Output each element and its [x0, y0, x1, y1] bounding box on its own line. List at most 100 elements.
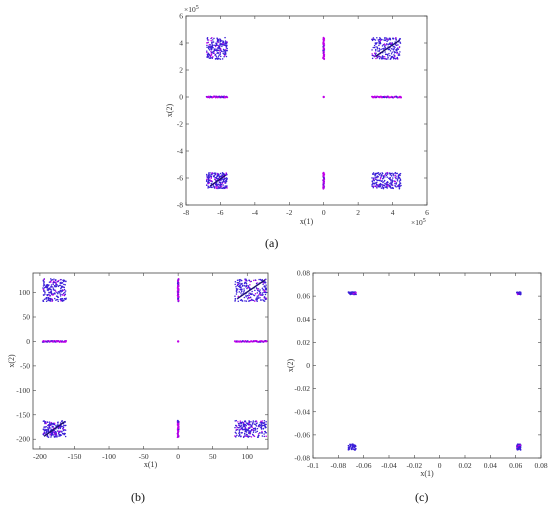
data-point	[64, 424, 66, 427]
data-point	[251, 425, 253, 427]
data-point	[225, 173, 227, 176]
data-point	[243, 424, 245, 426]
data-point	[244, 281, 246, 284]
data-point	[393, 54, 395, 56]
data-point	[210, 177, 212, 179]
data-point	[247, 297, 249, 300]
data-point	[374, 177, 376, 179]
data-point	[43, 278, 45, 281]
x-tick-label: -0.08	[331, 461, 347, 470]
data-point	[221, 40, 223, 42]
data-point	[248, 430, 251, 432]
data-point	[262, 421, 264, 424]
data-point	[388, 52, 390, 55]
data-point	[238, 426, 241, 428]
data-point	[215, 55, 218, 58]
data-point	[374, 52, 376, 54]
data-point	[223, 178, 225, 181]
data-point	[390, 42, 393, 45]
data-point	[389, 177, 391, 180]
data-point	[241, 427, 243, 429]
data-point	[57, 298, 59, 301]
y-tick-label: 2	[179, 66, 183, 75]
data-point	[220, 50, 223, 53]
data-point	[241, 421, 244, 423]
data-point	[396, 172, 399, 175]
data-point	[54, 293, 56, 295]
data-point	[217, 187, 219, 190]
scatter-plot-a: -8 -6 -4 -2 0 2 4 6 -8 -6 -4 -2 0 2 4 6 x(1) x(2) ×105 ×105	[165, 5, 429, 227]
data-point	[215, 183, 218, 185]
x-tick-label: 100	[242, 452, 254, 461]
data-point	[59, 293, 62, 295]
data-point	[241, 285, 244, 287]
data-point	[249, 296, 252, 298]
data-point	[221, 181, 223, 184]
data-point	[240, 424, 243, 427]
data-point	[61, 289, 64, 291]
x-axis-label: x(1)	[144, 460, 158, 469]
data-point	[389, 172, 392, 175]
data-point	[259, 289, 261, 291]
data-point	[214, 176, 217, 179]
data-point	[221, 174, 224, 176]
data-point	[49, 292, 51, 294]
data-point	[240, 283, 242, 286]
data-point	[374, 185, 377, 187]
data-point	[354, 291, 357, 294]
data-point	[322, 95, 325, 99]
data-point	[243, 288, 245, 290]
data-point	[61, 286, 64, 288]
data-point	[224, 42, 226, 45]
data-point	[391, 55, 394, 58]
data-point	[255, 431, 257, 433]
data-point	[239, 299, 242, 302]
data-point	[49, 433, 52, 436]
data-point	[240, 290, 243, 293]
data-point	[246, 433, 248, 436]
data-point	[374, 42, 377, 45]
data-point	[372, 172, 375, 174]
data-point	[264, 286, 267, 288]
data-point	[395, 176, 397, 178]
data-point	[374, 174, 376, 177]
data-point	[519, 448, 522, 451]
data-point	[380, 187, 383, 189]
data-point	[252, 299, 255, 302]
data-point	[216, 40, 219, 43]
data-point	[51, 286, 53, 288]
data-point	[261, 294, 264, 296]
data-point	[55, 282, 57, 284]
data-point	[377, 176, 380, 178]
data-point	[214, 54, 216, 56]
data-point	[43, 284, 46, 286]
data-point	[58, 434, 60, 436]
data-point	[241, 300, 244, 302]
data-point	[261, 279, 264, 281]
data-point	[255, 420, 258, 423]
data-point	[371, 173, 374, 175]
data-point	[378, 57, 381, 60]
y-tick-label: 0	[179, 93, 183, 102]
data-point	[210, 48, 213, 50]
data-point	[371, 181, 374, 183]
data-point	[58, 435, 60, 437]
data-point	[223, 187, 226, 190]
data-point	[397, 48, 400, 50]
data-point	[224, 185, 227, 187]
data-point	[219, 40, 222, 43]
data-point	[385, 37, 388, 39]
data-point	[259, 296, 261, 299]
data-point	[393, 56, 396, 58]
data-point	[375, 46, 377, 48]
data-point	[347, 444, 350, 447]
data-point	[51, 299, 54, 301]
x-tick-label: -0.04	[381, 461, 397, 470]
data-point	[43, 294, 45, 297]
data-point	[400, 184, 402, 187]
data-point	[245, 424, 247, 427]
data-point	[385, 181, 388, 184]
data-point	[374, 48, 377, 51]
data-point	[47, 287, 49, 290]
